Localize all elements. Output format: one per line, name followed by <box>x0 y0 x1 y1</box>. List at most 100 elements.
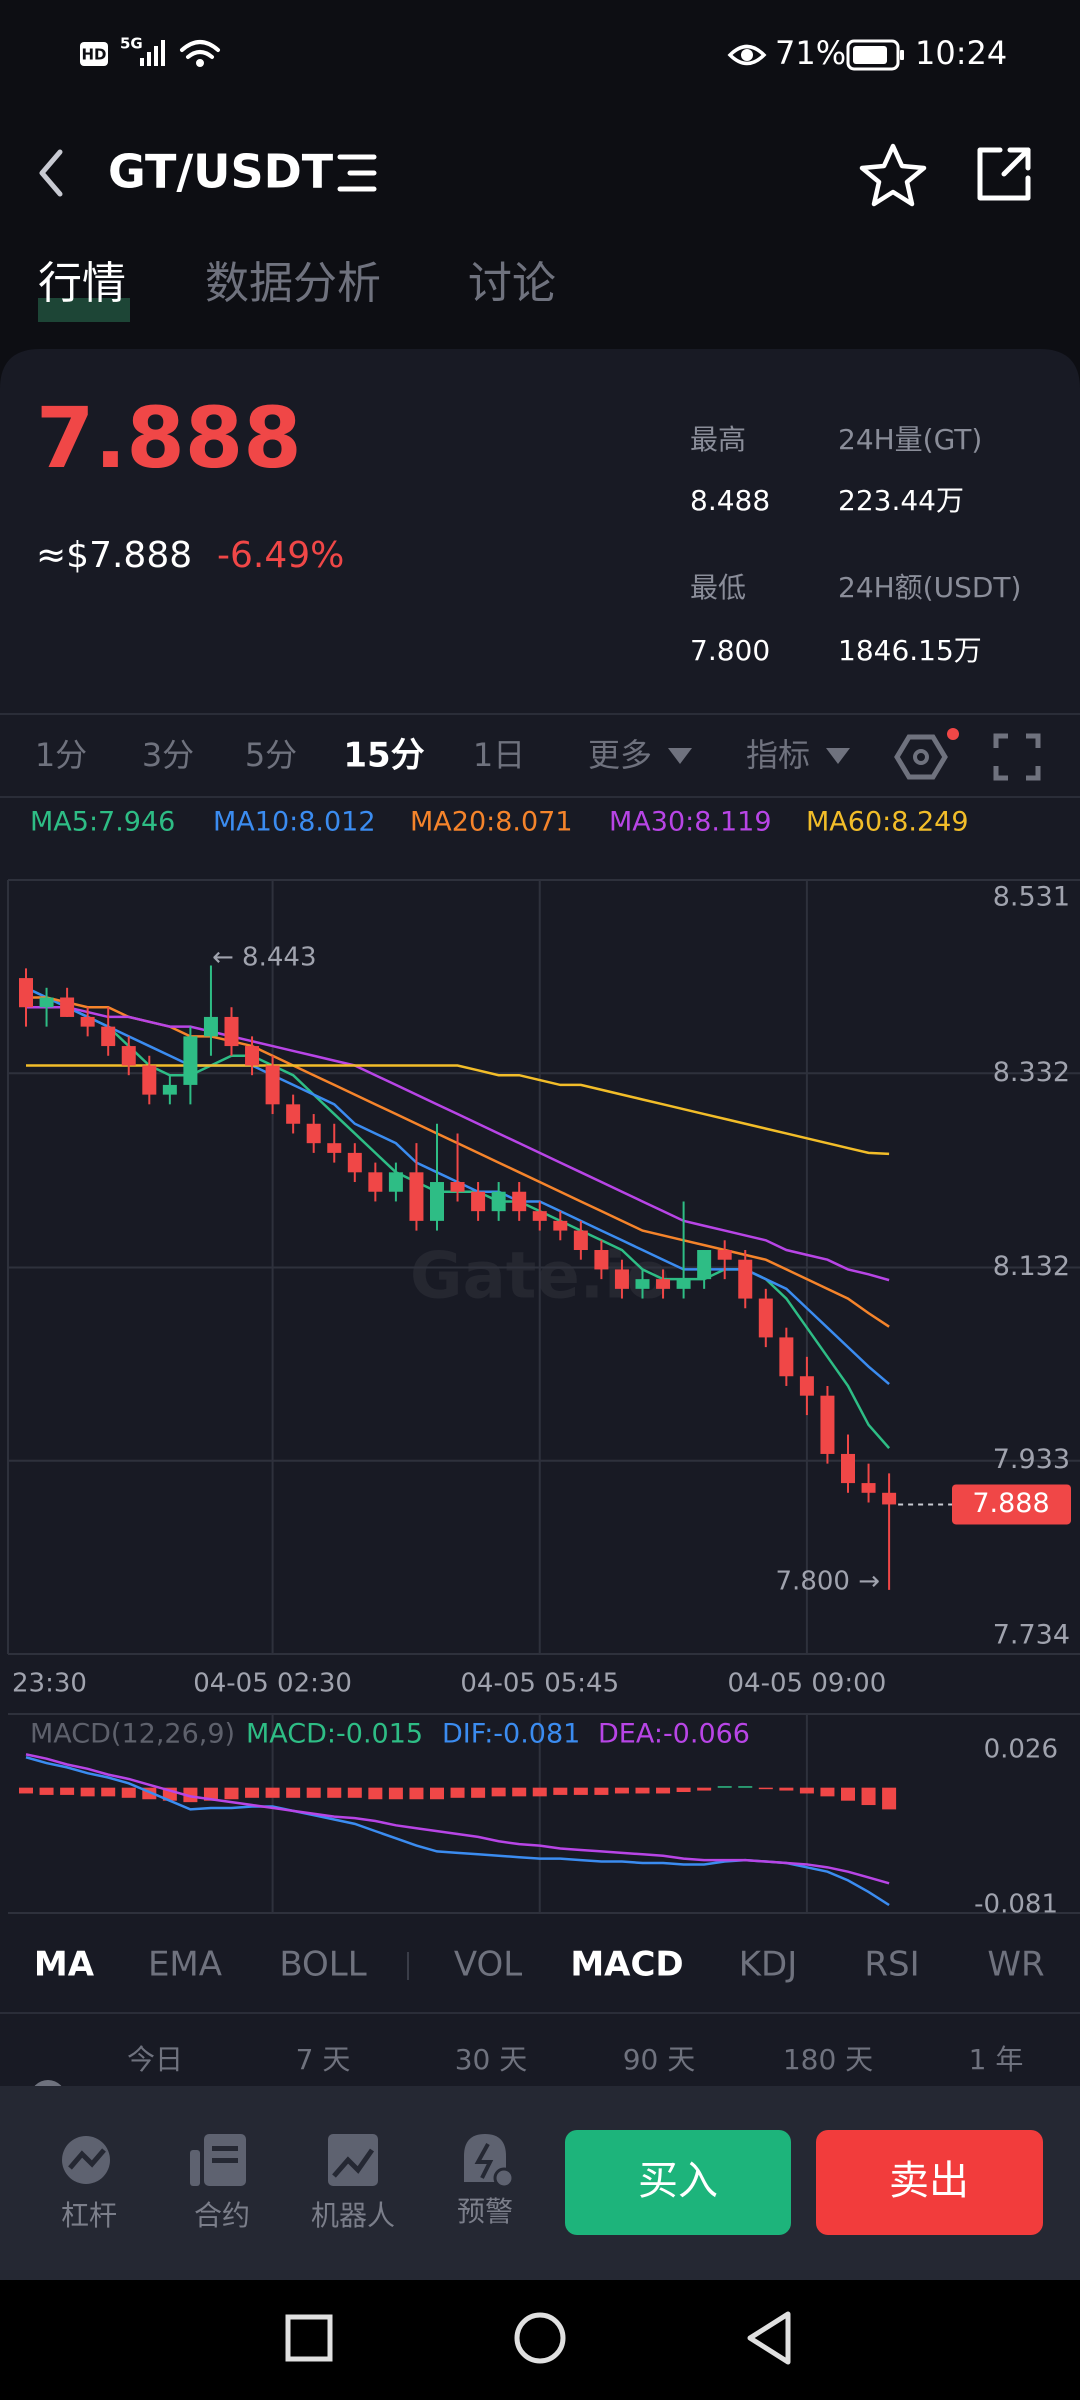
indicator-tab[interactable]: VOL <box>454 1945 522 1985</box>
dropdown-arrow <box>826 748 850 764</box>
last-price: 7.888 <box>36 389 302 487</box>
buy-button[interactable] <box>565 2130 791 2235</box>
macd-bar <box>19 1787 33 1794</box>
indicator-tab[interactable]: EMA <box>148 1945 222 1985</box>
candle-body <box>717 1250 732 1260</box>
favorite-button[interactable] <box>859 143 927 207</box>
period[interactable]: 7 天 <box>296 2043 351 2076</box>
period[interactable]: 1 年 <box>969 2043 1024 2076</box>
macd-bar <box>60 1787 75 1795</box>
tab[interactable]: 数据分析 <box>205 258 381 309</box>
y-tick-label: 8.132 <box>993 1251 1070 1282</box>
pair-title[interactable]: GT/USDT <box>108 145 334 199</box>
nav-label: 机器人 <box>311 2199 395 2232</box>
tab[interactable]: 讨论 <box>468 258 556 309</box>
indicator-menu[interactable]: 指标 <box>746 736 810 774</box>
macd-bar <box>758 1787 773 1790</box>
period[interactable]: 30 天 <box>455 2043 528 2076</box>
y-tick-label: 8.332 <box>993 1057 1070 1088</box>
macd-bar <box>203 1787 218 1801</box>
clock: 10:24 <box>915 34 1007 72</box>
stat-label: 最高 <box>690 423 746 456</box>
back-nav-button[interactable] <box>747 2311 791 2365</box>
candle-body <box>491 1191 506 1212</box>
back-button[interactable] <box>39 149 63 197</box>
contract-button[interactable]: 合约 <box>190 2134 250 2232</box>
macd-legend: DEA:-0.066 <box>598 1719 750 1750</box>
share-button[interactable] <box>977 147 1031 201</box>
battery-tip <box>900 50 904 60</box>
ma-line <box>26 1064 890 1156</box>
x-tick-label: 04-05 05:45 <box>460 1669 619 1699</box>
candle-body <box>245 1046 260 1066</box>
candle-body <box>327 1143 342 1153</box>
indicator-tab-active[interactable]: MA <box>34 1945 95 1985</box>
y-tick-label: 7.933 <box>993 1444 1070 1475</box>
stat-label: 24H额(USDT) <box>838 571 1021 604</box>
sell-button[interactable] <box>816 2130 1043 2235</box>
stat-value: 8.488 <box>690 484 770 517</box>
macd-bar <box>39 1787 54 1795</box>
macd-bar <box>635 1787 650 1794</box>
indicator-tab[interactable]: WR <box>987 1945 1044 1985</box>
interval[interactable]: 5分 <box>245 736 297 774</box>
ma-legend: MA30:8.119 <box>609 807 772 838</box>
y-tick-label: 0.026 <box>984 1735 1058 1765</box>
period[interactable]: 90 天 <box>623 2043 696 2076</box>
indicator-tab[interactable]: BOLL <box>279 1945 366 1985</box>
candle-body <box>697 1250 712 1280</box>
fullscreen-button[interactable] <box>993 733 1041 781</box>
candle-body <box>60 997 75 1017</box>
interval[interactable]: 1分 <box>35 736 87 774</box>
settings-button[interactable] <box>894 728 959 780</box>
stat-value: 7.800 <box>690 634 770 667</box>
ma-line <box>26 1005 890 1282</box>
eye-icon <box>727 44 767 66</box>
candle-body <box>80 1016 95 1027</box>
interval[interactable]: 1日 <box>473 736 525 774</box>
candle-body <box>101 1026 116 1047</box>
macd-bar <box>512 1787 527 1797</box>
macd-bar <box>347 1787 362 1798</box>
macd-bar <box>80 1787 95 1797</box>
macd-bar <box>265 1787 280 1798</box>
candle-body <box>121 1046 136 1066</box>
macd-bar <box>388 1787 403 1800</box>
x-tick-label: 04-05 09:00 <box>728 1669 887 1699</box>
candle-body <box>39 997 54 1008</box>
indicator-tab[interactable]: KDJ <box>739 1945 798 1985</box>
macd-bar <box>676 1787 691 1793</box>
active-tab-highlight <box>38 298 130 322</box>
candle-body <box>635 1279 650 1289</box>
stat-value: 223.44万 <box>838 484 964 517</box>
period[interactable]: 180 天 <box>783 2043 873 2076</box>
bot-button[interactable]: 机器人 <box>311 2134 395 2232</box>
more-menu[interactable]: 更多 <box>588 736 652 774</box>
macd-bar <box>183 1787 198 1803</box>
candle-body <box>347 1152 362 1173</box>
home-button[interactable] <box>514 2312 566 2364</box>
nav-label: 合约 <box>194 2199 250 2232</box>
leverage-button[interactable]: 杠杆 <box>61 2136 117 2232</box>
alert-button[interactable]: 预警 <box>457 2134 515 2228</box>
indicator-tab[interactable]: RSI <box>864 1945 919 1985</box>
macd-bar <box>430 1787 444 1800</box>
macd-bar <box>142 1787 157 1800</box>
macd-bar <box>573 1787 588 1795</box>
macd-title: MACD(12,26,9) <box>30 1719 235 1750</box>
buy-label[interactable]: 买入 <box>638 2158 718 2204</box>
ma-legend: MA60:8.249 <box>806 807 969 838</box>
recents-button[interactable] <box>285 2314 333 2362</box>
usd-price: ≈$7.888 <box>36 535 192 576</box>
period[interactable]: 今日 <box>127 2043 183 2076</box>
annotation: 7.800 → <box>776 1567 880 1597</box>
macd-bar <box>738 1786 753 1788</box>
macd-bar <box>224 1787 239 1800</box>
sell-label[interactable]: 卖出 <box>889 2158 969 2204</box>
indicator-tab-active[interactable]: MACD <box>570 1945 683 1985</box>
last-price-label: 7.888 <box>972 1488 1049 1519</box>
interval-active[interactable]: 15分 <box>343 736 424 776</box>
interval[interactable]: 3分 <box>142 736 194 774</box>
pair-menu-icon[interactable] <box>337 154 377 192</box>
tab-active[interactable]: 行情 <box>38 258 126 309</box>
